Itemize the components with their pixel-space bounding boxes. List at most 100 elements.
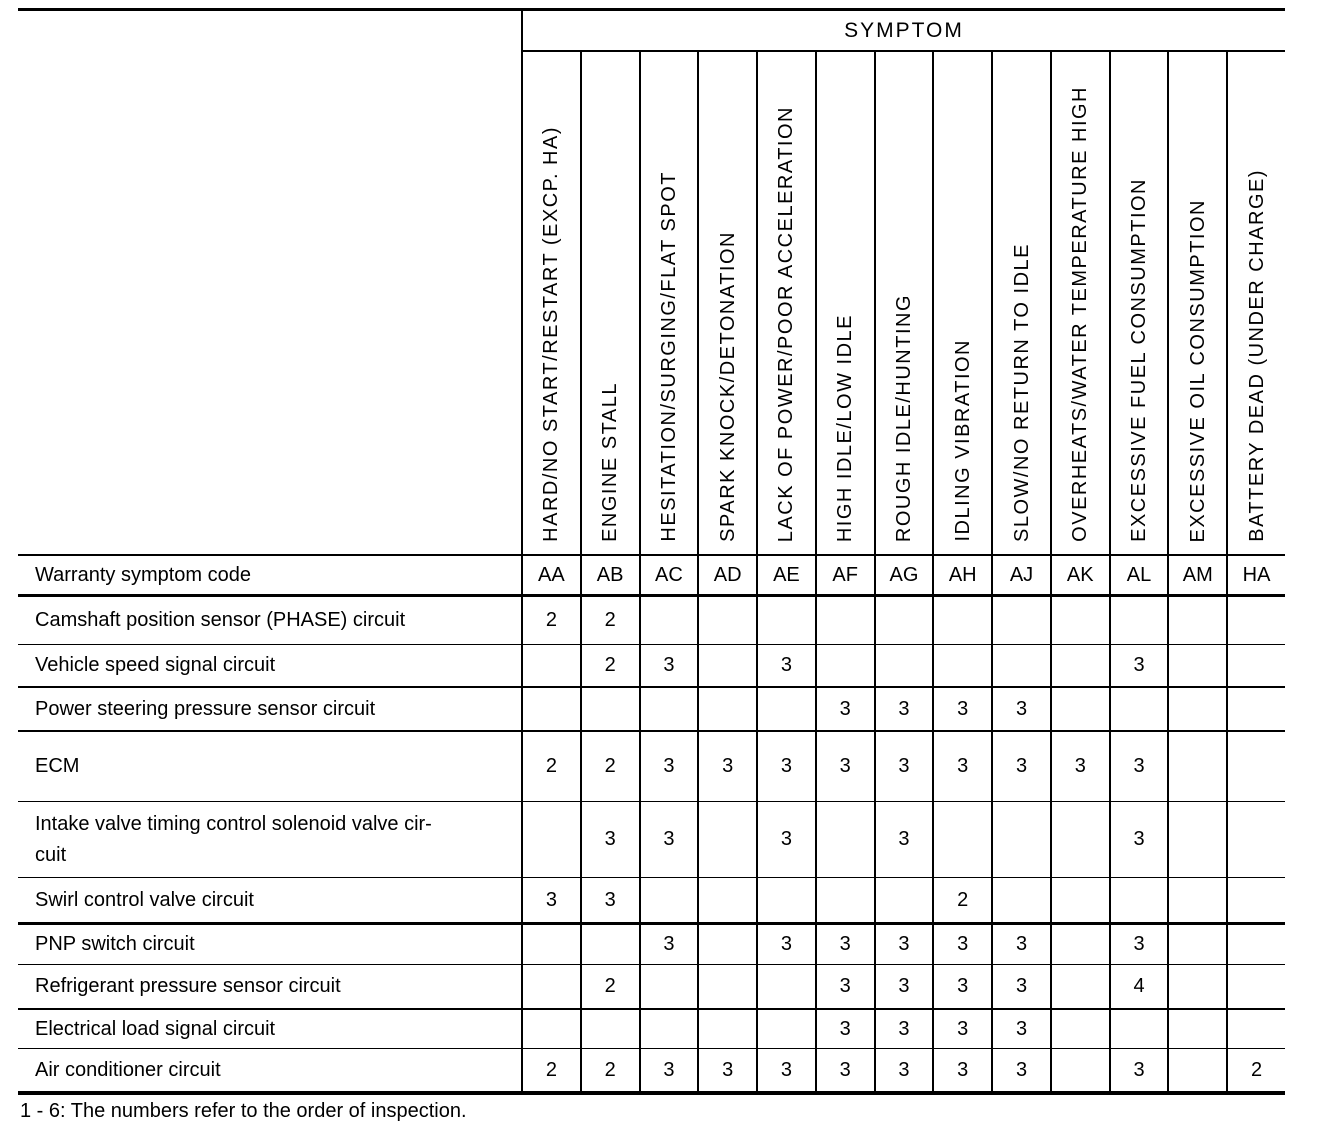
- row-label-text: Vehicle speed signal circuit: [35, 654, 276, 676]
- symptom-block: SYMPTOM HARD/NO START/RESTART (EXCP. HA)…: [521, 11, 1285, 554]
- symptom-column-header: OVERHEATS/WATER TEMPERATURE HIGH: [1049, 52, 1109, 554]
- value-cell: [991, 802, 1050, 877]
- value-cell: [756, 878, 815, 922]
- value-cell: [873, 878, 933, 922]
- row-label: Air conditioner circuit: [18, 1049, 521, 1091]
- matrix-header: SYMPTOM HARD/NO START/RESTART (EXCP. HA)…: [18, 11, 1285, 554]
- row-label: Power steering pressure sensor circuit: [18, 688, 521, 730]
- table-row: Intake valve timing control solenoid val…: [18, 801, 1285, 877]
- symptom-column-label: ROUGH IDLE/HUNTING: [892, 293, 915, 542]
- matrix-rows: Camshaft position sensor (PHASE) circuit…: [18, 597, 1285, 1091]
- warranty-code-row-label-text: Warranty symptom code: [35, 563, 251, 586]
- value-cell: 3: [873, 732, 933, 801]
- symptom-column-headers: HARD/NO START/RESTART (EXCP. HA) ENGINE S…: [521, 52, 1285, 554]
- corner-spacer: [18, 11, 521, 554]
- table-row: Electrical load signal circuit 3 3 3 3: [18, 1008, 1285, 1048]
- row-label-text: Power steering pressure sensor circuit: [35, 697, 376, 720]
- value-cell: 3: [1108, 645, 1168, 686]
- value-cell: [697, 878, 756, 922]
- row-label-text: Camshaft position sensor (PHASE) circuit: [35, 609, 406, 631]
- value-cell: [1167, 878, 1226, 922]
- value-cell: 3: [756, 1049, 815, 1091]
- value-cell: [521, 1010, 580, 1048]
- table-row: ECM 2 2 3 3 3 3 3 3 3 3 3: [18, 730, 1285, 801]
- value-cell: 3: [579, 878, 639, 922]
- value-cell: 3: [873, 802, 933, 877]
- value-cell: [1167, 1010, 1226, 1048]
- row-label-text: Refrigerant pressure sensor circuit: [35, 975, 341, 997]
- value-cell: [1049, 965, 1109, 1008]
- table-row: Refrigerant pressure sensor circuit 2 3 3 3 3…: [18, 964, 1285, 1008]
- value-cell: [1049, 688, 1109, 730]
- row-label: ECM: [18, 732, 521, 801]
- value-cell: 3: [814, 732, 874, 801]
- value-cell: [1167, 645, 1226, 686]
- value-cell: 3: [756, 732, 815, 801]
- value-cell: [1049, 1010, 1109, 1048]
- row-label-text: Intake valve timing control solenoid val…: [35, 812, 432, 866]
- symptom-column-header: EXCESSIVE OIL CONSUMPTION: [1167, 52, 1226, 554]
- table-row: Camshaft position sensor (PHASE) circuit…: [18, 597, 1285, 644]
- value-cell: [1049, 802, 1109, 877]
- value-cell: 3: [932, 688, 991, 730]
- symptom-matrix-table: SYMPTOM HARD/NO START/RESTART (EXCP. HA)…: [18, 8, 1285, 1095]
- value-cell: [521, 688, 580, 730]
- value-cell: 3: [521, 878, 580, 922]
- value-cell: [991, 645, 1050, 686]
- value-cell: 3: [932, 925, 991, 964]
- value-cell: 3: [1108, 1049, 1168, 1091]
- value-cell: [579, 688, 639, 730]
- value-cell: [1049, 925, 1109, 964]
- symptom-column-header: LACK OF POWER/POOR ACCELERATION: [756, 52, 815, 554]
- value-cell: 3: [1108, 802, 1168, 877]
- value-cell: 3: [873, 925, 933, 964]
- symptom-column-label: HARD/NO START/RESTART (EXCP. HA): [540, 126, 563, 542]
- row-label: PNP switch circuit: [18, 925, 521, 964]
- value-cell: [756, 688, 815, 730]
- symptom-column-header: BATTERY DEAD (UNDER CHARGE): [1226, 52, 1285, 554]
- symptom-column-header: HESITATION/SURGING/FLAT SPOT: [638, 52, 698, 554]
- value-cell: 3: [814, 925, 874, 964]
- value-cell: [814, 597, 874, 644]
- table-row: Power steering pressure sensor circuit 3 3…: [18, 686, 1285, 730]
- table-row: PNP switch circuit 3 3 3 3 3 3 3: [18, 922, 1285, 964]
- value-cell: 3: [932, 732, 991, 801]
- value-cell: [638, 597, 698, 644]
- row-label: Refrigerant pressure sensor circuit: [18, 965, 521, 1008]
- value-cell: 2: [579, 1049, 639, 1091]
- value-cell: [991, 878, 1050, 922]
- value-cell: [1049, 645, 1109, 686]
- value-cell: [521, 645, 580, 686]
- value-cell: 2: [521, 597, 580, 644]
- warranty-code-cell: AG: [873, 556, 933, 594]
- value-cell: 2: [521, 732, 580, 801]
- value-cell: 3: [638, 925, 698, 964]
- value-cell: 3: [991, 965, 1050, 1008]
- value-cell: [1226, 965, 1285, 1008]
- value-cell: 3: [756, 645, 815, 686]
- value-cell: [814, 645, 874, 686]
- value-cell: [932, 597, 991, 644]
- value-cell: 2: [1226, 1049, 1285, 1091]
- warranty-code-cell: AL: [1108, 556, 1168, 594]
- value-cell: [579, 1010, 639, 1048]
- value-cell: 3: [873, 688, 933, 730]
- value-cell: 3: [756, 802, 815, 877]
- value-cell: [932, 645, 991, 686]
- row-label: Swirl control valve circuit: [18, 878, 521, 922]
- symptom-column-label: BATTERY DEAD (UNDER CHARGE): [1245, 169, 1268, 542]
- value-cell: [873, 597, 933, 644]
- value-cell: 3: [638, 1049, 698, 1091]
- value-cell: 3: [697, 732, 756, 801]
- value-cell: [1108, 878, 1168, 922]
- warranty-code-cell: AB: [579, 556, 639, 594]
- value-cell: [1167, 732, 1226, 801]
- value-cell: [697, 965, 756, 1008]
- value-cell: 4: [1108, 965, 1168, 1008]
